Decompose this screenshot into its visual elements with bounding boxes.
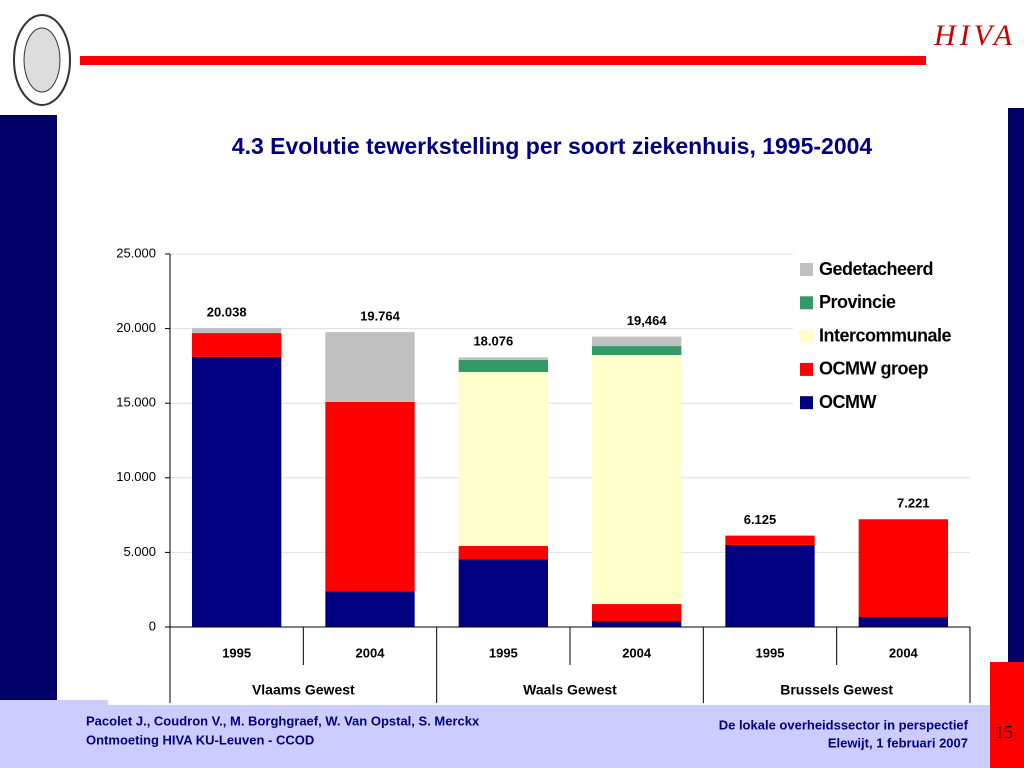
header-rule: [80, 56, 926, 65]
total-label: 18.076: [473, 334, 513, 349]
group-label: Waals Gewest: [523, 682, 617, 698]
bar-segment: [592, 355, 682, 605]
footer-left: Pacolet J., Coudron V., M. Borghgraef, W…: [86, 713, 480, 728]
x-tick-label: 2004: [356, 645, 386, 660]
total-label: 19.764: [360, 309, 401, 324]
x-tick-label: 1995: [756, 645, 785, 660]
total-label: 19,464: [627, 313, 668, 328]
left-band: [0, 115, 57, 705]
chart-title: 4.3 Evolutie tewerkstelling per soort zi…: [232, 133, 873, 159]
legend-label: Gedetacheerd: [819, 259, 933, 279]
footer-left: Ontmoeting HIVA KU-Leuven - CCOD: [86, 732, 314, 747]
bar-segment: [592, 621, 682, 627]
legend-swatch: [800, 329, 813, 343]
y-tick-label: 20.000: [116, 320, 156, 335]
bar-segment: [325, 402, 415, 592]
x-tick-label: 1995: [222, 645, 251, 660]
total-label: 20.038: [207, 304, 247, 319]
bar-segment: [458, 559, 548, 627]
page-box: [990, 662, 1024, 768]
y-tick-label: 25.000: [116, 245, 156, 260]
legend-box: [793, 252, 970, 420]
y-tick-label: 15.000: [116, 395, 156, 410]
footer-right: Elewijt, 1 februari 2007: [828, 735, 968, 750]
bar-segment: [592, 346, 682, 356]
hiva-logo: HIVA: [933, 19, 1016, 52]
bar-segment: [192, 356, 282, 627]
legend-label: OCMW: [819, 392, 876, 412]
footer-band: [0, 700, 1024, 768]
bar-segment: [725, 535, 815, 545]
legend-swatch: [800, 396, 813, 410]
legend-swatch: [800, 362, 813, 376]
x-tick-label: 2004: [889, 645, 919, 660]
bar-segment: [192, 328, 282, 334]
page-number: 15: [995, 722, 1013, 742]
x-tick-label: 1995: [489, 645, 518, 660]
bar-segment: [458, 357, 548, 360]
bar-segment: [725, 544, 815, 627]
total-label: 7.221: [897, 496, 930, 511]
total-label: 6.125: [744, 512, 777, 527]
bar-segment: [325, 591, 415, 627]
bar-segment: [458, 359, 548, 373]
legend-label: Provincie: [819, 292, 896, 312]
legend-label: Intercommunale: [819, 325, 952, 345]
group-label: Vlaams Gewest: [252, 682, 355, 698]
group-label: Brussels Gewest: [780, 682, 893, 698]
seal-inner: [23, 27, 61, 93]
y-tick-label: 5.000: [123, 544, 156, 559]
legend-label: OCMW groep: [819, 359, 928, 379]
x-tick-label: 2004: [622, 645, 652, 660]
footer-right: De lokale overheidssector in perspectief: [719, 717, 969, 732]
legend-swatch: [800, 263, 813, 276]
bar-segment: [592, 336, 682, 347]
bar-segment: [858, 519, 948, 618]
y-tick-label: 0: [149, 618, 156, 633]
bar-segment: [325, 332, 415, 403]
bar-segment: [592, 604, 682, 622]
bar-segment: [192, 333, 282, 357]
y-tick-label: 10.000: [116, 469, 156, 484]
legend-swatch: [800, 296, 813, 310]
right-band: [1008, 108, 1024, 663]
bar-segment: [458, 372, 548, 546]
bar-segment: [858, 617, 948, 627]
bar-segment: [458, 545, 548, 560]
